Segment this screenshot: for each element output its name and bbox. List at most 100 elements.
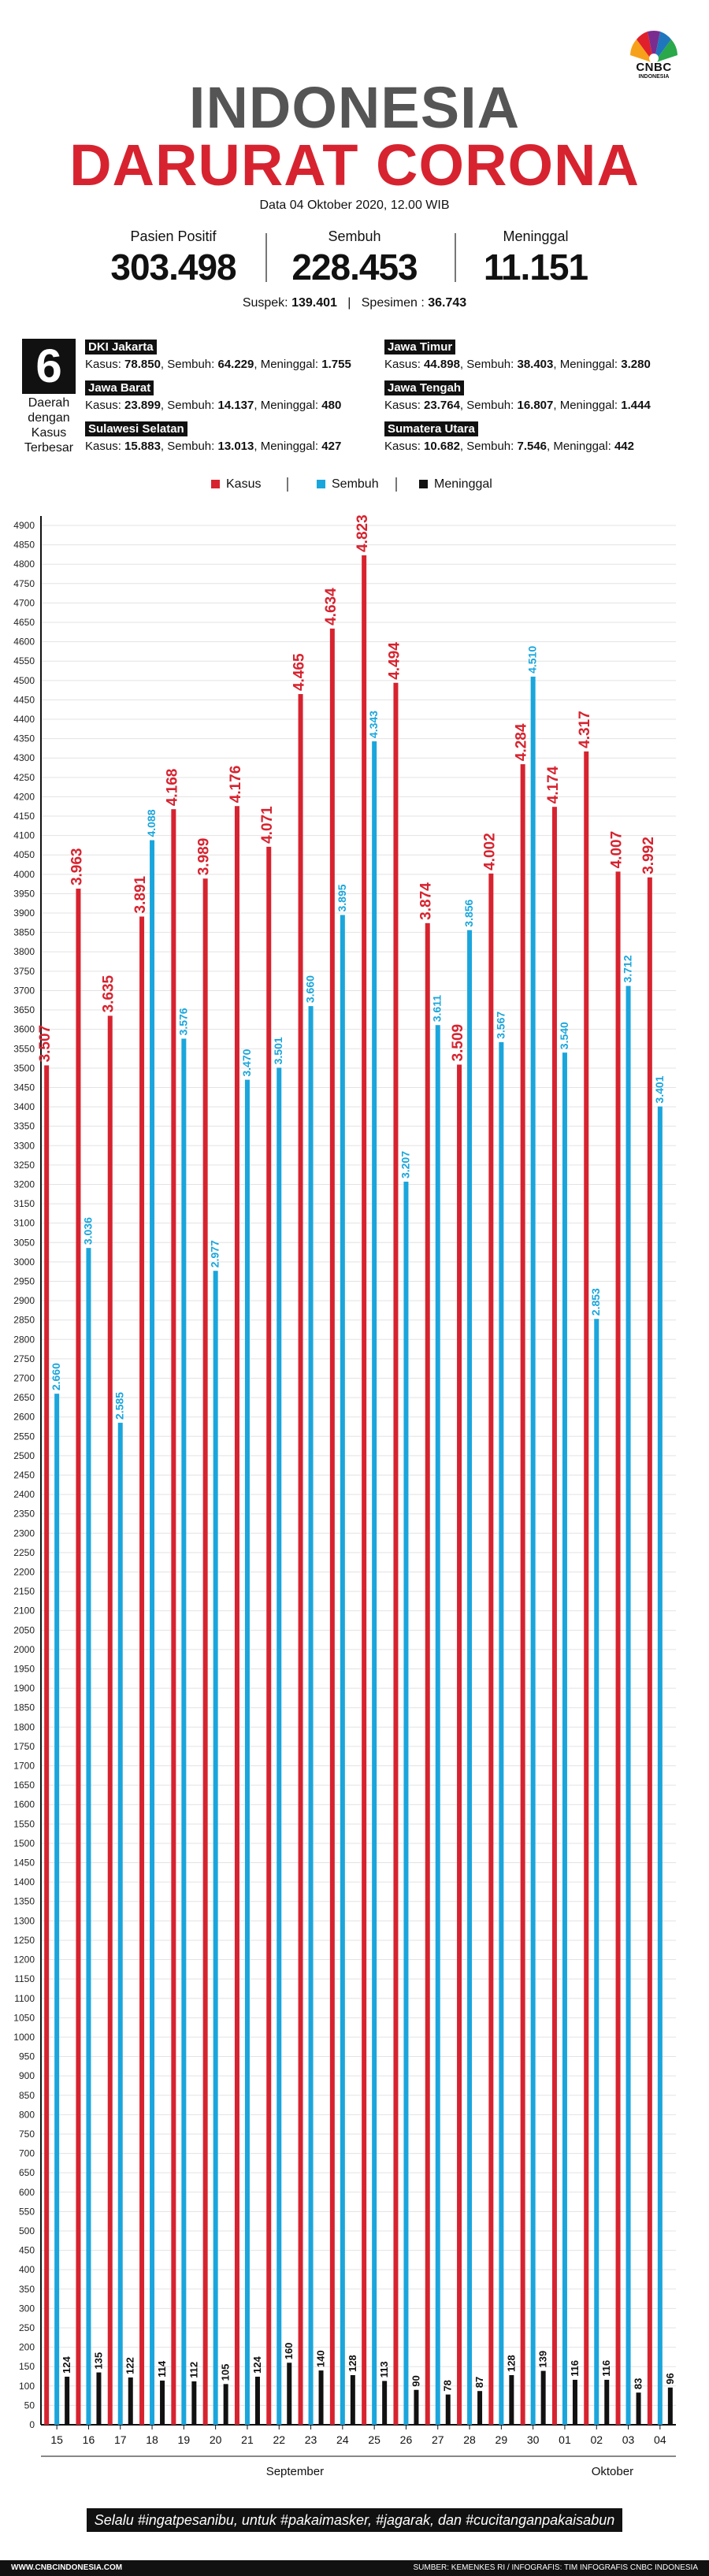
kasus-label: Kasus: — [85, 358, 121, 371]
meninggal-label: Meninggal: — [559, 358, 618, 371]
region-item: Sumatera Utara Kasus: 10.682, Sembuh: 7.5… — [384, 421, 634, 455]
x-tick-label: 29 — [496, 2433, 508, 2446]
sembuh-label: Sembuh: — [167, 440, 215, 453]
meninggal-bar — [223, 2384, 228, 2425]
y-tick-label: 4450 — [13, 694, 35, 705]
x-tick-label: 01 — [559, 2433, 571, 2446]
meninggal-label: Meninggal: — [553, 440, 611, 453]
stat-meninggal: Meninggal 11.151 — [449, 228, 622, 289]
meninggal-bar — [667, 2387, 673, 2425]
y-tick-label: 800 — [19, 2109, 35, 2120]
region-stats: Kasus: 23.764, Sembuh: 16.807, Meninggal… — [384, 399, 651, 412]
meninggal-value: 3.280 — [621, 358, 651, 371]
meninggal-data-label: 105 — [220, 2364, 232, 2381]
meninggal-data-label: 124 — [61, 2356, 72, 2374]
x-tick-label: 04 — [654, 2433, 666, 2446]
meninggal-data-label: 83 — [633, 2378, 644, 2389]
y-tick-label: 250 — [19, 2322, 35, 2333]
y-tick-label: 1750 — [13, 1741, 35, 1752]
page-title-line2: DARURAT CORONA — [69, 132, 640, 198]
kasus-data-label: 4.317 — [577, 711, 593, 748]
y-tick-label: 4800 — [13, 559, 35, 570]
brand-sub: INDONESIA — [638, 74, 670, 80]
y-tick-label: 3200 — [13, 1179, 35, 1190]
x-tick-label: 27 — [432, 2433, 444, 2446]
y-tick-label: 4500 — [13, 675, 35, 686]
meninggal-data-label: 124 — [251, 2356, 263, 2374]
sembuh-data-label: 3.036 — [81, 1217, 94, 1245]
sembuh-bar — [213, 1271, 218, 2425]
x-tick-label: 18 — [146, 2433, 158, 2446]
x-tick-label: 19 — [178, 2433, 191, 2446]
sembuh-data-label: 3.470 — [240, 1049, 253, 1076]
y-tick-label: 2750 — [13, 1353, 35, 1364]
x-tick-label: 28 — [463, 2433, 476, 2446]
kasus-bar — [520, 764, 525, 2425]
y-tick-label: 3400 — [13, 1101, 35, 1112]
meninggal-data-label: 140 — [315, 2350, 327, 2367]
y-tick-label: 1400 — [13, 1876, 35, 1887]
y-tick-label: 3450 — [13, 1082, 35, 1093]
y-tick-label: 500 — [19, 2225, 35, 2236]
kasus-data-label: 4.007 — [609, 831, 625, 869]
y-tick-label: 3650 — [13, 1004, 35, 1015]
y-tick-label: 900 — [19, 2070, 35, 2081]
y-tick-label: 4350 — [13, 733, 35, 744]
meninggal-bar — [414, 2389, 419, 2425]
legend-swatch — [419, 480, 428, 488]
kasus-bar — [139, 916, 145, 2425]
meninggal-data-label: 87 — [473, 2377, 485, 2388]
y-tick-label: 3350 — [13, 1121, 35, 1132]
kasus-data-label: 4.168 — [164, 769, 180, 807]
y-tick-label: 3300 — [13, 1140, 35, 1151]
sembuh-bar — [467, 930, 473, 2425]
kasus-bar — [76, 889, 81, 2425]
meninggal-label: Meninggal: — [260, 399, 319, 412]
spesimen-label: Spesimen : — [361, 296, 425, 310]
legend-label: Kasus — [226, 477, 262, 491]
y-tick-label: 3150 — [13, 1198, 35, 1209]
y-tick-label: 2300 — [13, 1527, 35, 1539]
caption-line: Kasus — [31, 426, 67, 440]
kasus-bar — [425, 922, 430, 2425]
meninggal-data-label: 96 — [664, 2373, 676, 2384]
meninggal-label: Meninggal: — [260, 440, 319, 453]
y-tick-label: 2200 — [13, 1567, 35, 1578]
kasus-bar — [107, 1015, 113, 2425]
sembuh-label: Sembuh: — [466, 358, 514, 371]
y-tick-label: 400 — [19, 2264, 35, 2275]
y-tick-label: 550 — [19, 2206, 35, 2217]
sembuh-value: 14.137 — [217, 399, 254, 412]
y-tick-label: 4050 — [13, 849, 35, 860]
kasus-value: 44.898 — [424, 358, 460, 371]
stat-divider — [455, 233, 456, 282]
y-tick-label: 2650 — [13, 1392, 35, 1403]
meninggal-bar — [572, 2379, 577, 2425]
kasus-data-label: 3.509 — [450, 1024, 466, 1062]
sembuh-data-label: 3.660 — [304, 975, 317, 1003]
y-tick-label: 1950 — [13, 1664, 35, 1675]
x-tick-label: 25 — [368, 2433, 380, 2446]
y-tick-label: 2600 — [13, 1412, 35, 1423]
sembuh-bar — [54, 1394, 60, 2425]
kasus-bar — [298, 694, 303, 2426]
region-name: DKI Jakarta — [85, 340, 157, 354]
sembuh-data-label: 3.895 — [336, 884, 348, 911]
legend-divider — [395, 477, 397, 492]
stat-label: Meninggal — [503, 228, 569, 244]
kasus-data-label: 3.874 — [418, 882, 435, 920]
sembuh-data-label: 3.501 — [272, 1037, 284, 1064]
kasus-data-label: 3.635 — [101, 974, 117, 1012]
y-tick-label: 2150 — [13, 1586, 35, 1597]
meninggal-bar — [128, 2377, 133, 2425]
meninggal-data-label: 90 — [410, 2375, 421, 2386]
kasus-value: 15.883 — [124, 440, 161, 453]
y-tick-label: 4200 — [13, 791, 35, 802]
kasus-value: 23.764 — [424, 399, 460, 412]
y-tick-label: 1100 — [14, 1993, 35, 2004]
sembuh-bar — [340, 915, 345, 2425]
y-tick-label: 3850 — [13, 927, 35, 938]
sembuh-label: Sembuh: — [466, 440, 514, 453]
y-tick-label: 3500 — [13, 1063, 35, 1074]
meninggal-data-label: 135 — [92, 2352, 104, 2370]
